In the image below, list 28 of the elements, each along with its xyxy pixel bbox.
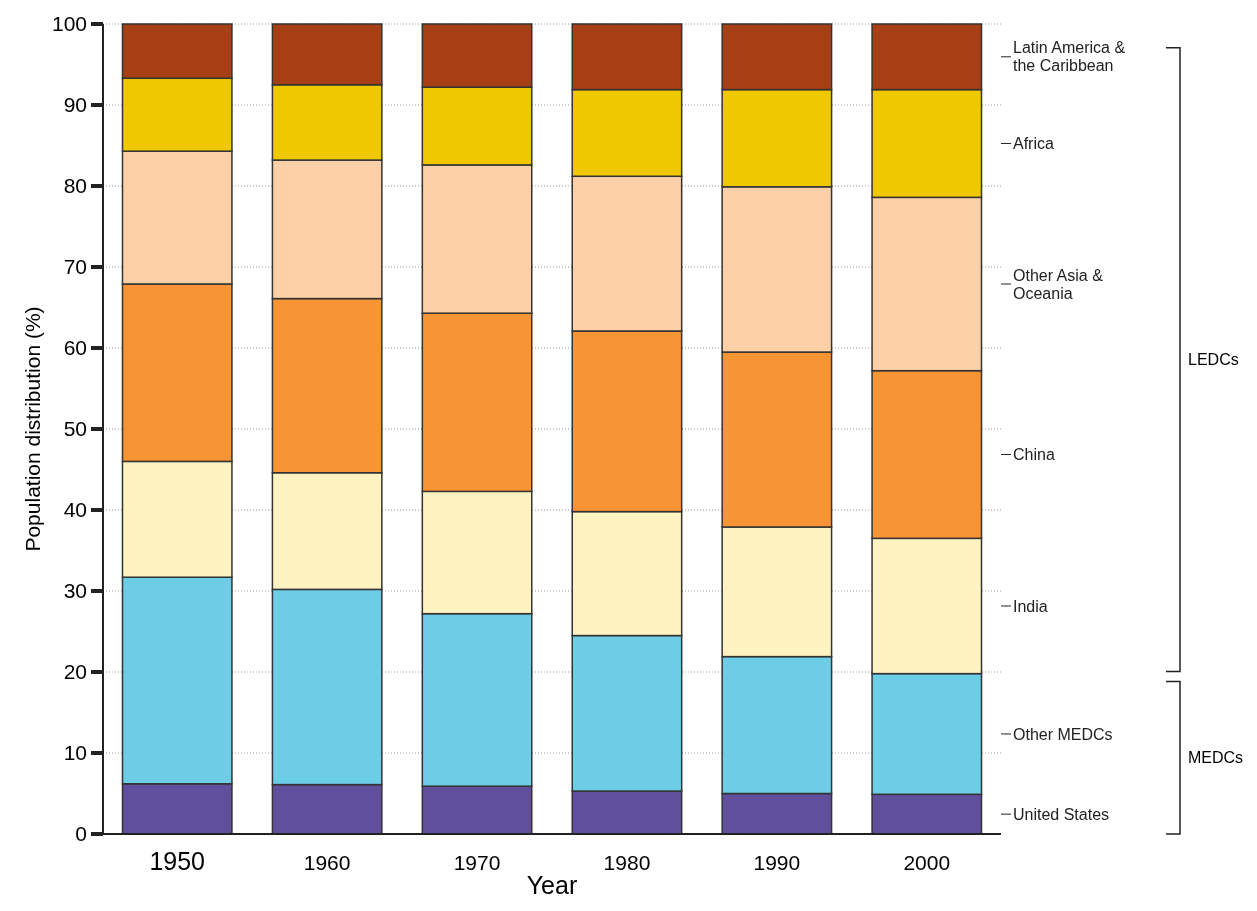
x-tick-label: 2000 (903, 851, 951, 874)
x-tick-label: 1950 (149, 847, 206, 875)
y-tick-label: 90 (63, 93, 87, 117)
series-label: Other MEDCs (1013, 725, 1113, 743)
series-label: Africa (1013, 135, 1054, 153)
series-label: Other Asia & Oceania (1013, 266, 1104, 302)
series-label: India (1013, 597, 1048, 615)
y-tick-label: 50 (63, 417, 87, 441)
y-tick-label: 40 (63, 498, 87, 522)
x-tick-label: 1960 (303, 851, 351, 874)
x-tick-label: 1990 (753, 851, 801, 874)
y-tick-label: 10 (63, 741, 87, 765)
y-axis-title: Population distribution (%) (21, 306, 44, 552)
y-tick-label: 60 (63, 336, 87, 360)
x-axis-title: Year (526, 871, 578, 899)
series-label: China (1013, 446, 1055, 464)
y-tick-label: 20 (63, 660, 87, 684)
text: LEDCs (1188, 351, 1239, 369)
x-tick-label: 1980 (603, 851, 651, 874)
series-label: Latin America & the Caribbean (1013, 39, 1126, 75)
y-tick-label: 30 (63, 579, 87, 603)
y-tick-label: 100 (51, 12, 87, 36)
series-label: United States (1013, 805, 1110, 823)
y-tick-label: 0 (75, 822, 87, 846)
y-tick-label: 70 (63, 255, 87, 279)
y-tick-label: 80 (63, 174, 87, 198)
text: MEDCs (1188, 749, 1244, 767)
x-tick-label: 1970 (453, 851, 501, 874)
